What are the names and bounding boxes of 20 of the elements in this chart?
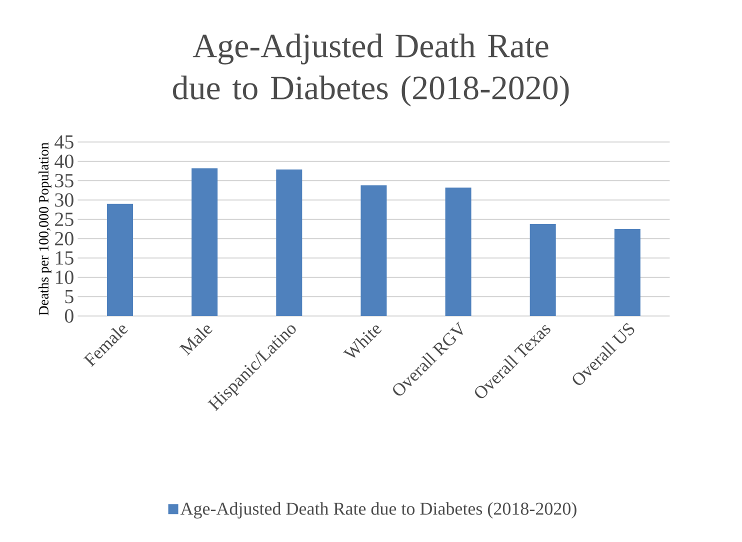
y-tick-label: 45 — [54, 135, 74, 149]
bar — [107, 204, 133, 316]
y-tick-label: 15 — [56, 251, 74, 265]
y-tick-label: 20 — [55, 232, 74, 246]
y-tick-label: 30 — [55, 193, 74, 207]
bar — [360, 185, 387, 316]
y-tick-label: 40 — [54, 154, 74, 168]
y-tick-label: 5 — [65, 290, 74, 304]
bar — [445, 188, 472, 316]
bar — [192, 168, 218, 316]
y-tick-label: 35 — [55, 174, 74, 188]
y-tick-label: 0 — [64, 309, 74, 323]
legend-label: Age-Adjusted Death Rate due to Diabetes (2018-2020) — [180, 502, 576, 519]
chart-title: Age-Adjusted Death Rate due to Diabetes (2018-2020) — [173, 34, 569, 106]
bar — [614, 229, 640, 316]
bar — [276, 169, 302, 316]
y-tick-label: 25 — [55, 212, 74, 226]
y-axis-title: Deaths per 100,000 Population — [38, 142, 52, 316]
bar — [530, 224, 556, 316]
y-tick-label: 10 — [56, 270, 74, 284]
